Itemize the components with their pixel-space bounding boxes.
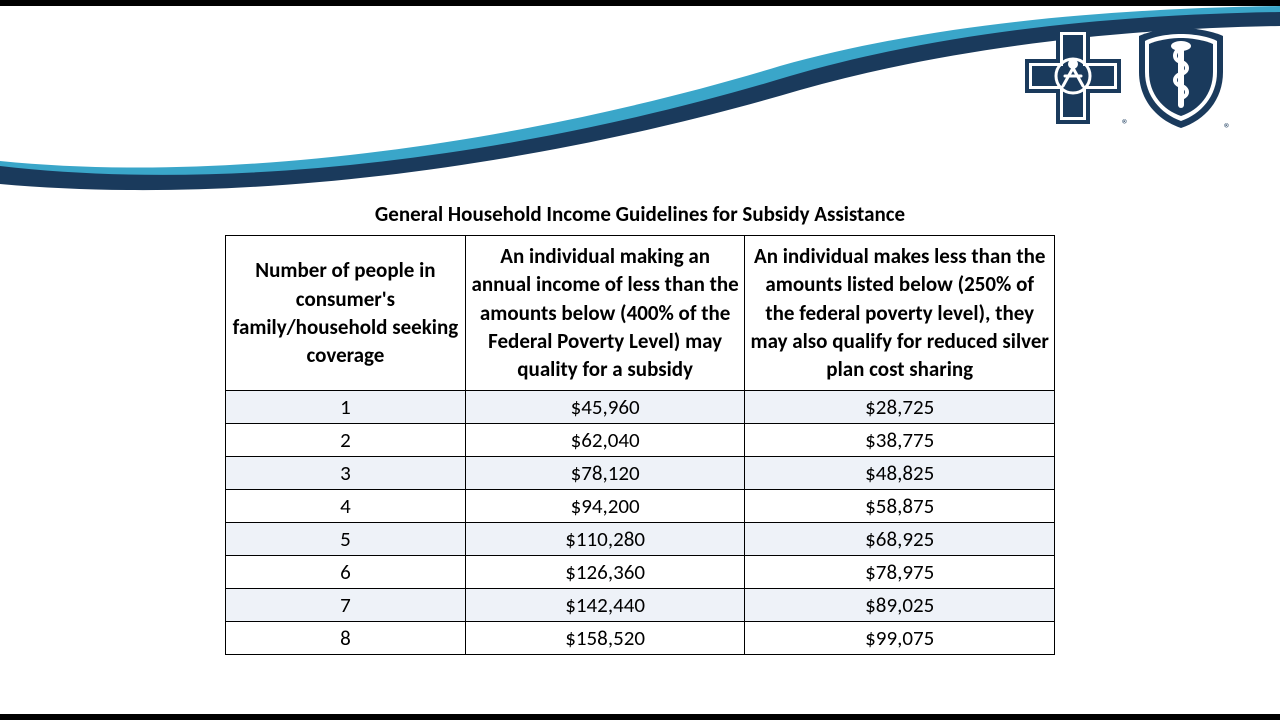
- table-row: 7$142,440$89,025: [226, 588, 1055, 621]
- table-row: 5$110,280$68,925: [226, 522, 1055, 555]
- table-cell: $110,280: [465, 522, 745, 555]
- table-cell: $38,775: [745, 423, 1055, 456]
- table-cell: $45,960: [465, 390, 745, 423]
- column-header-400pct: An individual making an annual income of…: [465, 236, 745, 391]
- table-cell: $68,925: [745, 522, 1055, 555]
- table-cell: 6: [226, 555, 466, 588]
- table-cell: $78,975: [745, 555, 1055, 588]
- table-cell: $142,440: [465, 588, 745, 621]
- table-row: 8$158,520$99,075: [226, 621, 1055, 654]
- table-row: 3$78,120$48,825: [226, 456, 1055, 489]
- table-cell: $78,120: [465, 456, 745, 489]
- table-cell: $126,360: [465, 555, 745, 588]
- table-row: 2$62,040$38,775: [226, 423, 1055, 456]
- table-cell: $94,200: [465, 489, 745, 522]
- table-row: 4$94,200$58,875: [226, 489, 1055, 522]
- table-cell: 4: [226, 489, 466, 522]
- cross-logo: ®: [1023, 26, 1123, 131]
- table-cell: $89,025: [745, 588, 1055, 621]
- table-cell: $99,075: [745, 621, 1055, 654]
- column-header-250pct: An individual makes less than the amount…: [745, 236, 1055, 391]
- content-area: General Household Income Guidelines for …: [0, 201, 1280, 655]
- table-row: 1$45,960$28,725: [226, 390, 1055, 423]
- table-cell: 7: [226, 588, 466, 621]
- brand-logos: ® ®: [1023, 26, 1225, 135]
- table-header-row: Number of people in consumer's family/ho…: [226, 236, 1055, 391]
- table-body: 1$45,960$28,7252$62,040$38,7753$78,120$4…: [226, 390, 1055, 654]
- income-guidelines-table: Number of people in consumer's family/ho…: [225, 235, 1055, 655]
- slide: ® ® General Household Income Guidelines …: [0, 6, 1280, 714]
- table-cell: 2: [226, 423, 466, 456]
- table-cell: 5: [226, 522, 466, 555]
- shield-logo: ®: [1137, 26, 1225, 135]
- registered-mark: ®: [1122, 116, 1129, 133]
- table-cell: $28,725: [745, 390, 1055, 423]
- table-cell: 8: [226, 621, 466, 654]
- table-cell: $58,875: [745, 489, 1055, 522]
- table-cell: $62,040: [465, 423, 745, 456]
- table-title: General Household Income Guidelines for …: [375, 201, 905, 227]
- table-row: 6$126,360$78,975: [226, 555, 1055, 588]
- registered-mark: ®: [1224, 120, 1231, 137]
- table-cell: 1: [226, 390, 466, 423]
- table-cell: 3: [226, 456, 466, 489]
- column-header-household: Number of people in consumer's family/ho…: [226, 236, 466, 391]
- table-cell: $158,520: [465, 621, 745, 654]
- table-cell: $48,825: [745, 456, 1055, 489]
